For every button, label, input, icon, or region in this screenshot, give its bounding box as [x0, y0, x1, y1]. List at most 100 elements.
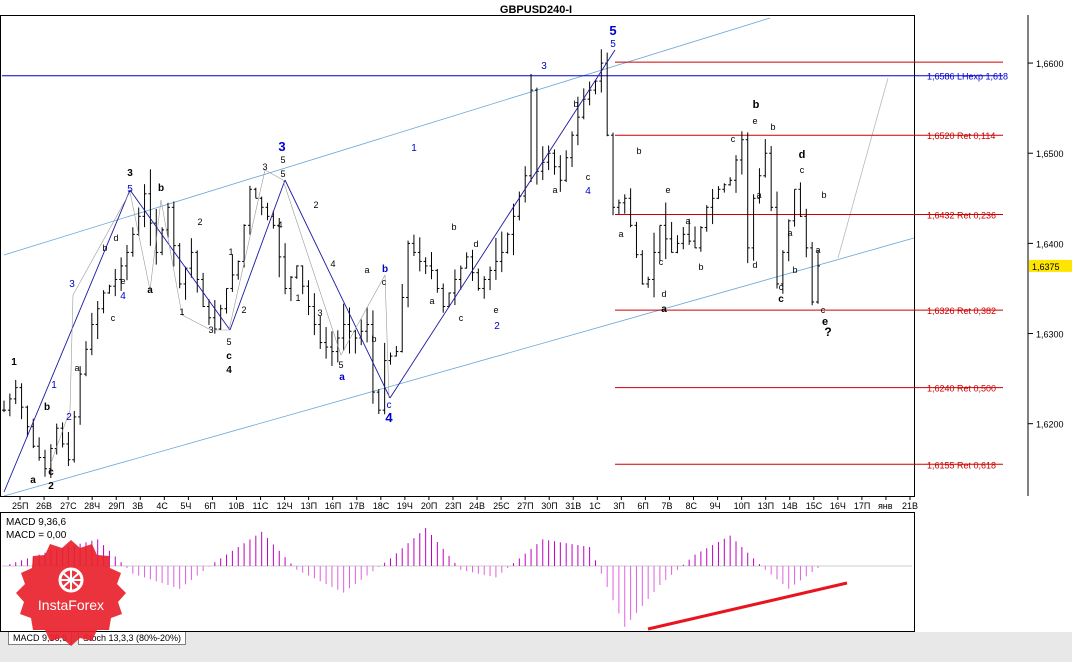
date-tick-label: 8С — [686, 501, 698, 511]
wave-label: 5 — [609, 23, 616, 38]
wave-label: 1 — [51, 380, 57, 391]
wave-label: b — [451, 222, 456, 232]
wave-label: 1 — [179, 307, 184, 317]
price-tick-label: 1,6500 — [1036, 149, 1064, 159]
subwave-segment — [129, 191, 151, 291]
wave-label: 3 — [278, 139, 285, 154]
wave-label: 2 — [494, 321, 500, 332]
wave-label: a — [74, 363, 79, 373]
indicator-frame — [0, 512, 915, 632]
wave-label: 2 — [313, 200, 318, 210]
wave-segment — [3, 189, 131, 493]
date-tick-label: 28Ч — [84, 501, 100, 511]
date-tick-label: 5Ч — [180, 501, 191, 511]
wave-label: b — [44, 402, 50, 413]
subwave-segment — [149, 199, 162, 291]
wave-segment — [229, 179, 286, 331]
trend-channel — [3, 17, 915, 497]
date-tick-label: 23П — [445, 501, 461, 511]
date-tick-label: 13П — [301, 501, 317, 511]
wave-label: 3 — [127, 168, 133, 179]
level-label: 1,6155 Ret 0,618 — [927, 460, 996, 470]
wave-label: 1 — [11, 357, 17, 368]
wave-label: c — [459, 313, 464, 323]
wave-label: 3 — [262, 162, 267, 172]
subwave-segment — [282, 179, 342, 356]
channel-upper-line — [3, 17, 771, 256]
wave-label: b — [382, 264, 388, 275]
wave-label: b — [636, 146, 641, 156]
wave-label: b — [102, 243, 107, 253]
subwave-segment — [228, 169, 266, 331]
date-tick-label: 17П — [854, 501, 870, 511]
svg-text:InstaForex: InstaForex — [38, 597, 104, 613]
chart-background — [0, 0, 1072, 632]
wave-label: c — [48, 467, 54, 478]
wave-label: b — [753, 99, 760, 111]
level-label: 1,6586 LHexp 1,618 — [927, 72, 1008, 82]
wave-label: a — [429, 296, 434, 306]
wave-label: d — [752, 260, 757, 270]
price-axis: 1,6600 1,6500 1,6400 1,6300 1,6200 1,6375 — [1027, 15, 1072, 496]
wave-label: 5 — [280, 155, 285, 165]
current-price-box — [1029, 259, 1072, 272]
wave-label: 3 — [317, 308, 322, 318]
date-tick-label: 1С — [589, 501, 601, 511]
date-tick-label: 17В — [349, 501, 365, 511]
date-tick-label: 29П — [108, 501, 124, 511]
wave-label: 5 — [338, 360, 343, 370]
wave-label: e — [822, 316, 828, 328]
wave-label: c — [226, 351, 232, 362]
wave-label: d — [473, 239, 478, 249]
date-tick-label: 21В — [902, 501, 918, 511]
wave-label: ? — [824, 325, 831, 339]
wave-label: c — [778, 294, 784, 305]
channel-lower-line — [3, 237, 915, 497]
date-tick-label: 6П — [637, 501, 648, 511]
wave-label: 1 — [295, 293, 300, 303]
wave-label: a — [618, 229, 623, 239]
wave-label: a — [552, 185, 557, 195]
subwave-segment — [384, 274, 390, 399]
wave-label: c — [800, 165, 805, 175]
date-tick-label: 6П — [204, 501, 215, 511]
wave-label: 4 — [226, 365, 232, 376]
wave-label: a — [787, 228, 792, 238]
wave-label: 2 — [241, 305, 246, 315]
wave-label: 2 — [197, 217, 202, 227]
wave-label: b — [371, 334, 376, 344]
date-tick-label: 31В — [565, 501, 581, 511]
wave-label: a — [685, 216, 690, 226]
wave-label: d — [661, 289, 666, 299]
subwave-segment — [72, 191, 131, 296]
date-axis: 25П 26В 27С 28Ч 29П 3В 4С 5Ч 6П 10В 11С 12Ч 13П 16П 17… — [0, 496, 918, 511]
date-tick-label: 16П — [325, 501, 341, 511]
wave-label: e — [665, 185, 670, 195]
date-tick-label: 27П — [517, 501, 533, 511]
wave-label: a — [147, 285, 153, 296]
date-tick-label: 26В — [36, 501, 52, 511]
date-tick-label: 30П — [541, 501, 557, 511]
subwave-segment — [69, 294, 74, 411]
wave-label: 1 — [228, 247, 233, 257]
wave-label: 4 — [277, 220, 282, 230]
date-tick-label: янв — [878, 501, 893, 511]
wave-label: c — [779, 282, 784, 292]
wave-label: 3 — [69, 279, 75, 290]
subwave-segment — [181, 314, 212, 331]
wave-label: 5 — [280, 169, 285, 179]
wave-label: b — [573, 99, 578, 109]
wave-label: e — [120, 276, 125, 286]
wave-label: b — [792, 265, 797, 275]
wave-label: e — [752, 116, 757, 126]
macd-label: MACD 9,36,6 — [6, 517, 66, 528]
wave-label: c — [659, 257, 664, 267]
date-tick-label: 20П — [421, 501, 437, 511]
wave-label: 2 — [66, 412, 72, 423]
date-tick-label: 12Ч — [277, 501, 293, 511]
current-price-label: 1,6375 — [1032, 262, 1060, 272]
wave-label: 2 — [48, 481, 54, 492]
projection-line — [837, 77, 889, 259]
